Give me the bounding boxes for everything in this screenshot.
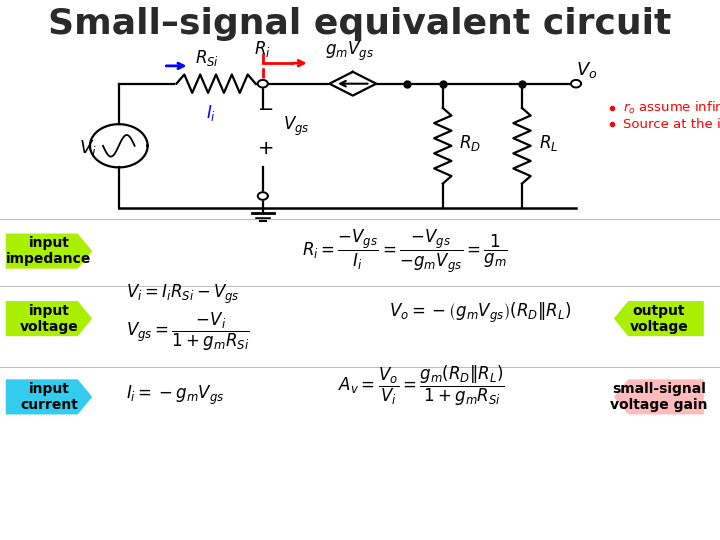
Polygon shape <box>330 72 376 96</box>
Polygon shape <box>6 379 92 415</box>
Polygon shape <box>6 301 92 336</box>
Text: small-signal
voltage gain: small-signal voltage gain <box>610 382 708 412</box>
Text: $V_o$: $V_o$ <box>576 60 598 80</box>
Polygon shape <box>6 233 92 268</box>
Polygon shape <box>614 301 704 336</box>
Text: $+$: $+$ <box>257 139 273 158</box>
Text: $R_i$: $R_i$ <box>254 38 271 59</box>
Text: $V_i$: $V_i$ <box>79 138 96 159</box>
Text: $R_D$: $R_D$ <box>459 133 481 153</box>
Text: $I_i = -g_m V_{gs}$: $I_i = -g_m V_{gs}$ <box>126 384 225 407</box>
Text: $R_L$: $R_L$ <box>539 133 558 153</box>
Text: Small–signal equivalent circuit: Small–signal equivalent circuit <box>48 8 672 41</box>
Text: output
voltage: output voltage <box>629 303 688 334</box>
Text: $R_i = \dfrac{-V_{gs}}{I_i} = \dfrac{-V_{gs}}{-g_m V_{gs}} = \dfrac{1}{g_m}$: $R_i = \dfrac{-V_{gs}}{I_i} = \dfrac{-V_… <box>302 227 508 275</box>
Text: Source at the input.: Source at the input. <box>623 118 720 131</box>
Text: input
impedance: input impedance <box>6 236 91 266</box>
Text: input
current: input current <box>20 382 78 412</box>
Polygon shape <box>571 80 581 87</box>
Text: $-$: $-$ <box>257 98 273 118</box>
Text: $R_{Si}$: $R_{Si}$ <box>195 48 220 68</box>
Text: $V_{gs}$: $V_{gs}$ <box>283 116 310 138</box>
Text: $V_i = I_i R_{Si} - V_{gs}$: $V_i = I_i R_{Si} - V_{gs}$ <box>126 283 240 306</box>
Text: input
voltage: input voltage <box>19 303 78 334</box>
Text: $r_o$ assume infinite.: $r_o$ assume infinite. <box>623 100 720 116</box>
Text: $I_i$: $I_i$ <box>206 103 216 124</box>
Text: $A_v = \dfrac{V_o}{V_i} = \dfrac{g_m \left(R_D \| R_L\right)}{1+g_m R_{Si}}$: $A_v = \dfrac{V_o}{V_i} = \dfrac{g_m \le… <box>338 364 505 408</box>
Text: $V_{gs} = \dfrac{-V_i}{1+g_m R_{Si}}$: $V_{gs} = \dfrac{-V_i}{1+g_m R_{Si}}$ <box>126 311 250 353</box>
Polygon shape <box>614 379 704 415</box>
Text: $V_o = -\left(g_m V_{gs}\right)\left(R_D \| R_L\right)$: $V_o = -\left(g_m V_{gs}\right)\left(R_D… <box>389 301 571 325</box>
Polygon shape <box>90 124 148 167</box>
Polygon shape <box>258 80 268 87</box>
Polygon shape <box>258 192 268 200</box>
Text: $g_m V_{gs}$: $g_m V_{gs}$ <box>325 40 374 63</box>
